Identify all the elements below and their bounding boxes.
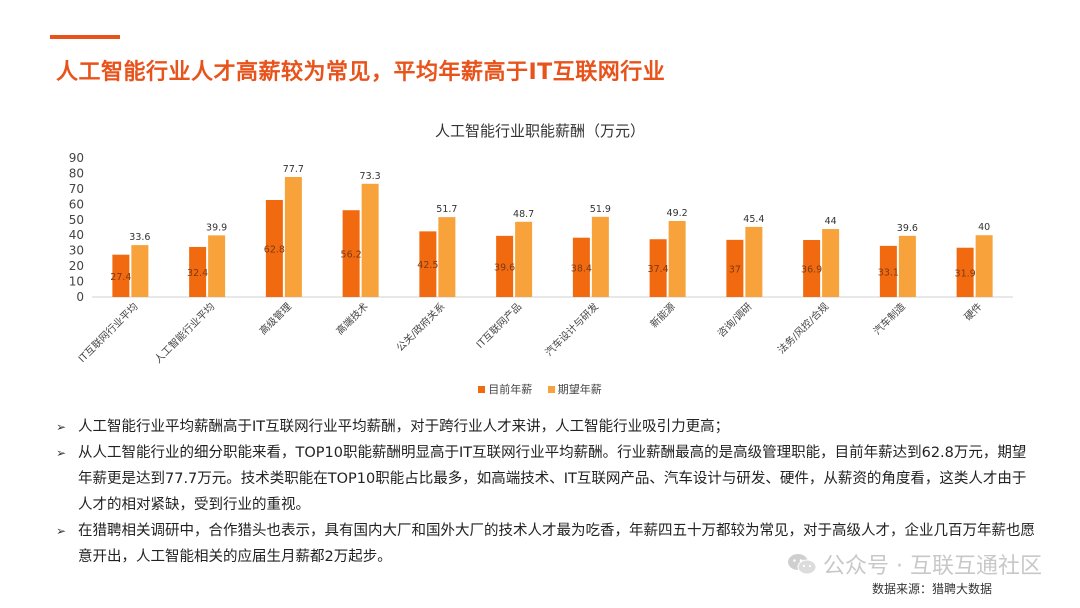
bullet-text: 人工智能行业平均薪酬高于IT互联网行业平均薪酬，对于跨行业人才来讲，人工智能行业… (78, 419, 730, 435)
data-label: 27.4 (110, 272, 131, 283)
x-tick-label: 高级管理 (257, 300, 294, 337)
data-label: 77.7 (283, 164, 304, 175)
data-source: 数据来源：猎聘大数据 (871, 582, 992, 596)
data-label: 56.2 (341, 250, 362, 261)
bar-current (956, 247, 974, 297)
x-tick-label: 法务/风控/合规 (775, 300, 831, 356)
legend-label-current: 目前年薪 (488, 383, 533, 396)
x-tick-label: 新能源 (647, 300, 677, 330)
bar-expected (438, 217, 456, 297)
bar-expected (361, 183, 379, 297)
x-tick-label: 人工智能行业平均 (151, 300, 217, 366)
wechat-icon (788, 554, 817, 575)
bar-expected (284, 176, 302, 297)
bar-current (112, 254, 130, 297)
bar-current (419, 231, 437, 297)
legend-swatch-current (478, 385, 486, 393)
x-tick-label: IT互联网行业平均 (75, 300, 140, 365)
data-label: 37 (729, 264, 741, 275)
x-tick-label: 公关/政府关系 (393, 300, 447, 354)
data-label: 42.5 (417, 260, 438, 271)
bar-expected (745, 226, 763, 297)
x-tick-label: 硬件 (962, 301, 985, 324)
bar-expected (591, 216, 609, 297)
data-label: 73.3 (360, 171, 381, 182)
legend-label-expected: 期望年薪 (557, 383, 602, 396)
bar-current (879, 245, 897, 297)
data-label: 49.2 (667, 208, 688, 219)
data-label: 40 (978, 222, 990, 233)
bar-expected (822, 229, 840, 297)
watermark: 公众号 · 互联互通社区 (787, 548, 1042, 580)
bar-current (189, 246, 207, 297)
y-tick-label: 60 (69, 197, 84, 211)
data-label: 48.7 (513, 209, 534, 220)
data-label: 44 (825, 216, 837, 227)
bullet-list: ➢ 人工智能行业平均薪酬高于IT互联网行业平均薪酬，对于跨行业人才来讲，人工智能… (56, 414, 1036, 570)
bar-chart: 010203040506070809027.433.6IT互联网行业平均32.4… (69, 151, 1013, 366)
data-label: 51.9 (590, 204, 611, 215)
bullet-arrow-icon: ➢ (56, 524, 67, 538)
bar-current (496, 235, 514, 297)
y-tick-label: 20 (69, 259, 84, 273)
y-tick-label: 90 (69, 151, 84, 165)
x-tick-label: 汽车设计与研发 (542, 300, 601, 359)
data-label: 38.4 (571, 263, 592, 274)
x-tick-label: 咨询/调研 (715, 300, 755, 340)
bar-expected (208, 235, 226, 297)
data-label: 39.6 (494, 262, 515, 273)
legend-swatch-expected (547, 385, 555, 393)
data-label: 31.9 (955, 268, 976, 279)
bar-current (265, 200, 283, 297)
data-label: 36.9 (801, 265, 822, 276)
bullet-item: ➢ 在猎聘相关调研中，合作猎头也表示，具有国内大厂和国外大厂的技术人才最为吃香，… (56, 518, 1036, 570)
legend-item-current: 目前年薪 (478, 381, 532, 397)
data-label: 51.7 (436, 204, 457, 215)
bullet-arrow-icon: ➢ (56, 420, 67, 434)
bullet-text: 在猎聘相关调研中，合作猎头也表示，具有国内大厂和国外大厂的技术人才最为吃香，年薪… (78, 523, 1035, 565)
data-label: 39.9 (206, 222, 227, 233)
bullet-item: ➢ 从人工智能行业的细分职能来看，TOP10职能薪酬明显高于IT互联网行业平均薪… (56, 440, 1036, 518)
data-label: 62.8 (264, 245, 285, 256)
bullet-arrow-icon: ➢ (56, 446, 67, 460)
page-title: 人工智能行业人才高薪较为常见，平均年薪高于IT互联网行业 (56, 60, 666, 85)
y-tick-label: 10 (69, 275, 84, 289)
watermark-text: 公众号 · 互联互通社区 (823, 554, 1042, 579)
y-tick-label: 40 (69, 228, 84, 242)
x-tick-label: IT互联网产品 (473, 300, 524, 351)
data-label: 39.6 (897, 223, 918, 234)
y-tick-label: 50 (69, 213, 84, 227)
bar-current (572, 237, 590, 297)
bullet-item: ➢ 人工智能行业平均薪酬高于IT互联网行业平均薪酬，对于跨行业人才来讲，人工智能… (56, 414, 1036, 440)
x-tick-label: 高端技术 (333, 300, 370, 337)
bar-expected (975, 235, 993, 297)
bar-expected (131, 245, 149, 297)
data-label: 37.4 (648, 264, 669, 275)
bar-expected (515, 221, 533, 297)
bullet-text: 从人工智能行业的细分职能来看，TOP10职能薪酬明显高于IT互联网行业平均薪酬。… (78, 445, 1027, 513)
bar-expected (668, 221, 686, 297)
legend-item-expected: 期望年薪 (547, 381, 602, 397)
y-tick-label: 30 (69, 244, 84, 258)
y-tick-label: 80 (69, 166, 84, 180)
data-label: 32.4 (187, 268, 208, 279)
y-tick-label: 0 (76, 290, 84, 304)
bar-current (803, 240, 821, 297)
data-label: 45.4 (743, 214, 764, 225)
x-tick-label: 汽车制造 (871, 300, 908, 337)
bar-current (649, 239, 667, 297)
y-tick-label: 70 (69, 182, 84, 196)
data-label: 33.1 (878, 267, 899, 278)
bar-expected (898, 235, 916, 297)
chart-legend: 目前年薪 期望年薪 (0, 381, 1080, 397)
bar-current (342, 210, 360, 297)
bar-current (726, 239, 744, 297)
chart-title: 人工智能行业职能薪酬（万元） (434, 122, 645, 140)
title-accent-bar (50, 35, 120, 39)
data-label: 33.6 (129, 232, 150, 243)
